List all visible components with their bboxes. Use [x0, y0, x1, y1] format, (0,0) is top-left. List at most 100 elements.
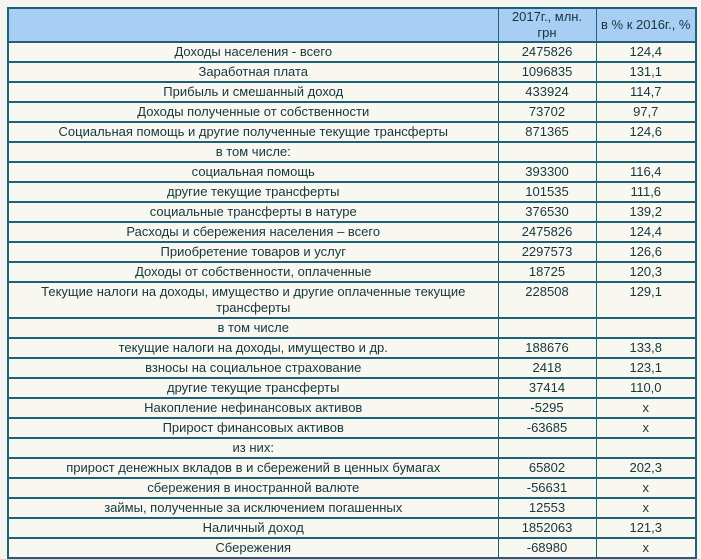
- table-row: в том числе:: [7, 141, 697, 163]
- row-label: Доходы от собственности, оплаченные: [7, 261, 499, 283]
- table-row: Доходы полученные от собственности 73702 9…: [7, 101, 697, 123]
- row-value: 2475826: [497, 41, 597, 63]
- row-value: 376530: [497, 201, 597, 223]
- row-label: социальная помощь: [7, 161, 499, 183]
- row-label: сбережения в иностранной валюте: [7, 477, 499, 499]
- table-row: Наличный доход 1852063 121,3: [7, 517, 697, 539]
- row-percent: х: [595, 497, 697, 519]
- row-label: Прибыль и смешанный доход: [7, 81, 499, 103]
- row-percent: 116,4: [595, 161, 697, 183]
- row-value: 73702: [497, 101, 597, 123]
- row-percent: [595, 317, 697, 339]
- row-percent: 97,7: [595, 101, 697, 123]
- row-value: 1852063: [497, 517, 597, 539]
- row-label: социальные трансферты в натуре: [7, 201, 499, 223]
- table-row: другие текущие трансферты 37414 110,0: [7, 377, 697, 399]
- row-percent: 131,1: [595, 61, 697, 83]
- row-label: другие текущие трансферты: [7, 181, 499, 203]
- row-percent: 139,2: [595, 201, 697, 223]
- row-percent: х: [595, 417, 697, 439]
- row-label: из них:: [7, 437, 499, 459]
- row-label: Накопление нефинансовых активов: [7, 397, 499, 419]
- row-value: 101535: [497, 181, 597, 203]
- row-label: Наличный доход: [7, 517, 499, 539]
- row-value: [497, 317, 597, 339]
- row-percent: [595, 437, 697, 459]
- row-value: 188676: [497, 337, 597, 359]
- row-label: Сбережения: [7, 537, 499, 559]
- table-row: из них:: [7, 437, 697, 459]
- row-label: прирост денежных вкладов в и сбережений …: [7, 457, 499, 479]
- row-label: взносы на социальное страхование: [7, 357, 499, 379]
- row-value: 393300: [497, 161, 597, 183]
- row-label: Расходы и сбережения населения – всего: [7, 221, 499, 243]
- table-body: Доходы населения - всего 2475826 124,4 Зара…: [7, 41, 697, 559]
- table-row: Сбережения -68980 х: [7, 537, 697, 559]
- table-row: Заработная плата 1096835 131,1: [7, 61, 697, 83]
- row-percent: 111,6: [595, 181, 697, 203]
- row-value: 18725: [497, 261, 597, 283]
- table-row: текущие налоги на доходы, имущество и др…: [7, 337, 697, 359]
- row-value: -5295: [497, 397, 597, 419]
- row-value: 2297573: [497, 241, 597, 263]
- row-value: 433924: [497, 81, 597, 103]
- column-header-indicator: [7, 7, 499, 43]
- row-percent: х: [595, 477, 697, 499]
- row-value: 2418: [497, 357, 597, 379]
- row-percent: 126,6: [595, 241, 697, 263]
- table-row: займы, полученные за исключением погашен…: [7, 497, 697, 519]
- table-row: Социальная помощь и другие полученные те…: [7, 121, 697, 143]
- row-label: Заработная плата: [7, 61, 499, 83]
- table-row: сбережения в иностранной валюте -56631 х: [7, 477, 697, 499]
- row-percent: [595, 141, 697, 163]
- row-value: [497, 437, 597, 459]
- row-label: Приобретение товаров и услуг: [7, 241, 499, 263]
- row-value: -63685: [497, 417, 597, 439]
- row-percent: х: [595, 397, 697, 419]
- column-header-2017-mln: 2017г., млн. грн: [497, 7, 597, 43]
- table-row: Приобретение товаров и услуг 2297573 126,6: [7, 241, 697, 263]
- table-row: Доходы населения - всего 2475826 124,4: [7, 41, 697, 63]
- row-label: займы, полученные за исключением погашен…: [7, 497, 499, 519]
- table-row: Накопление нефинансовых активов -5295 х: [7, 397, 697, 419]
- row-value: [497, 141, 597, 163]
- row-value: 871365: [497, 121, 597, 143]
- row-label: Доходы населения - всего: [7, 41, 499, 63]
- table-row: Расходы и сбережения населения – всего 24…: [7, 221, 697, 243]
- row-percent: 133,8: [595, 337, 697, 359]
- table-row: в том числе: [7, 317, 697, 339]
- row-value: 228508: [497, 281, 597, 319]
- row-percent: 120,3: [595, 261, 697, 283]
- row-value: -68980: [497, 537, 597, 559]
- row-value: -56631: [497, 477, 597, 499]
- row-percent: 129,1: [595, 281, 697, 319]
- table-row: прирост денежных вкладов в и сбережений …: [7, 457, 697, 479]
- row-value: 2475826: [497, 221, 597, 243]
- row-value: 12553: [497, 497, 597, 519]
- income-table: 2017г., млн. грн в % к 2016г., % Доходы …: [7, 7, 697, 559]
- row-percent: 121,3: [595, 517, 697, 539]
- row-percent: 114,7: [595, 81, 697, 103]
- row-value: 37414: [497, 377, 597, 399]
- row-percent: 124,6: [595, 121, 697, 143]
- table-row: социальная помощь 393300 116,4: [7, 161, 697, 183]
- table-row: Доходы от собственности, оплаченные 18725…: [7, 261, 697, 283]
- table-row: Прибыль и смешанный доход 433924 114,7: [7, 81, 697, 103]
- row-value: 65802: [497, 457, 597, 479]
- row-label: Доходы полученные от собственности: [7, 101, 499, 123]
- table-row: взносы на социальное страхование 2418 123,…: [7, 357, 697, 379]
- row-percent: 110,0: [595, 377, 697, 399]
- row-label: в том числе: [7, 317, 499, 339]
- table-row: Прирост финансовых активов -63685 х: [7, 417, 697, 439]
- table-row: социальные трансферты в натуре 376530 139,…: [7, 201, 697, 223]
- row-label: Прирост финансовых активов: [7, 417, 499, 439]
- table-row: другие текущие трансферты 101535 111,6: [7, 181, 697, 203]
- row-label: другие текущие трансферты: [7, 377, 499, 399]
- column-header-percent-2016: в % к 2016г., %: [595, 7, 697, 43]
- row-percent: 124,4: [595, 41, 697, 63]
- row-percent: 123,1: [595, 357, 697, 379]
- row-percent: х: [595, 537, 697, 559]
- table-row: Текущие налоги на доходы, имущество и др…: [7, 281, 697, 319]
- row-percent: 202,3: [595, 457, 697, 479]
- row-label: Текущие налоги на доходы, имущество и др…: [7, 281, 499, 319]
